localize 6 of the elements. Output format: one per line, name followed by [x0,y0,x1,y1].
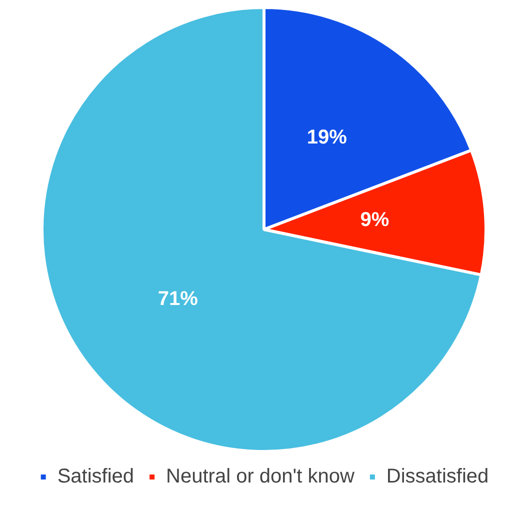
legend-label: Neutral or don't know [166,466,355,488]
data-label: 9% [360,209,390,232]
legend-label: Dissatisfied [386,466,489,488]
data-label: 19% [306,126,348,149]
legend-label: Satisfied [57,466,134,488]
data-label: 71% [158,288,198,310]
